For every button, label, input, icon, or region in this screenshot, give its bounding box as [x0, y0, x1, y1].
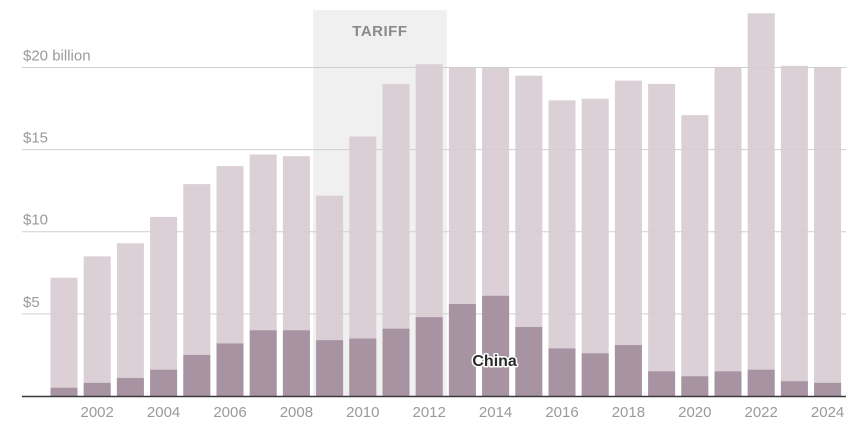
- china-bar-2024: [814, 382, 842, 396]
- china-bar-2002: [83, 382, 111, 396]
- total-bar-2020: [681, 115, 709, 396]
- total-bar-2019: [648, 83, 676, 397]
- labels: $5 $10 $15 $20 billion 2002 2004 2006 2008 2010 2…: [23, 47, 844, 421]
- x-tick-label-2018: 2018: [612, 404, 645, 421]
- china-bar-2018: [614, 345, 642, 396]
- china-bar-2009: [316, 340, 344, 396]
- total-bar-2018: [614, 80, 642, 396]
- china-bar-2012: [415, 317, 443, 396]
- china-series-label: China: [472, 353, 517, 370]
- china-bar-2008: [282, 330, 310, 396]
- x-tick-label-2002: 2002: [81, 404, 114, 421]
- x-tick-label-2022: 2022: [745, 404, 778, 421]
- x-tick-label-2010: 2010: [346, 404, 379, 421]
- total-bar-2001: [50, 277, 78, 396]
- total-bar-2023: [780, 65, 808, 397]
- total-bar-2002: [83, 256, 111, 396]
- china-bar-2020: [681, 376, 709, 396]
- y-tick-label-20: $20 billion: [23, 47, 91, 64]
- china-bar-2005: [183, 354, 211, 396]
- x-tick-label-2016: 2016: [545, 404, 578, 421]
- x-tick-label-2004: 2004: [147, 404, 180, 421]
- tariff-band-label: TARIFF: [352, 23, 407, 40]
- china-bars: [50, 295, 842, 396]
- china-bar-2011: [382, 328, 410, 396]
- total-bar-2021: [714, 67, 742, 396]
- y-tick-label-5: $5: [23, 294, 40, 311]
- china-bar-2003: [116, 377, 144, 396]
- china-bar-2022: [747, 369, 775, 396]
- x-tick-label-2024: 2024: [811, 404, 844, 421]
- china-bar-2023: [780, 381, 808, 396]
- total-bar-2003: [116, 243, 144, 396]
- china-bar-2017: [581, 353, 609, 396]
- china-bar-2010: [349, 338, 377, 396]
- total-bar-2022: [747, 13, 775, 397]
- x-tick-label-2012: 2012: [413, 404, 446, 421]
- y-tick-label-10: $10: [23, 212, 48, 229]
- x-tick-label-2020: 2020: [678, 404, 711, 421]
- y-tick-label-15: $15: [23, 130, 48, 147]
- x-tick-label-2006: 2006: [213, 404, 246, 421]
- total-bar-2016: [548, 100, 576, 396]
- china-bar-2013: [448, 304, 476, 396]
- total-bar-2004: [150, 216, 178, 396]
- china-bar-2007: [249, 330, 277, 396]
- china-bar-2019: [648, 371, 676, 396]
- x-tick-label-2008: 2008: [280, 404, 313, 421]
- china-bar-2004: [150, 369, 178, 396]
- china-bar-2006: [216, 343, 244, 396]
- china-bar-2014: [482, 295, 510, 396]
- total-bar-2017: [581, 98, 609, 396]
- total-bar-2024: [814, 67, 842, 396]
- china-bar-2016: [548, 348, 576, 396]
- china-bar-2001: [50, 387, 78, 396]
- china-bar-2021: [714, 371, 742, 396]
- x-tick-label-2014: 2014: [479, 404, 512, 421]
- china-bar-2015: [515, 327, 543, 396]
